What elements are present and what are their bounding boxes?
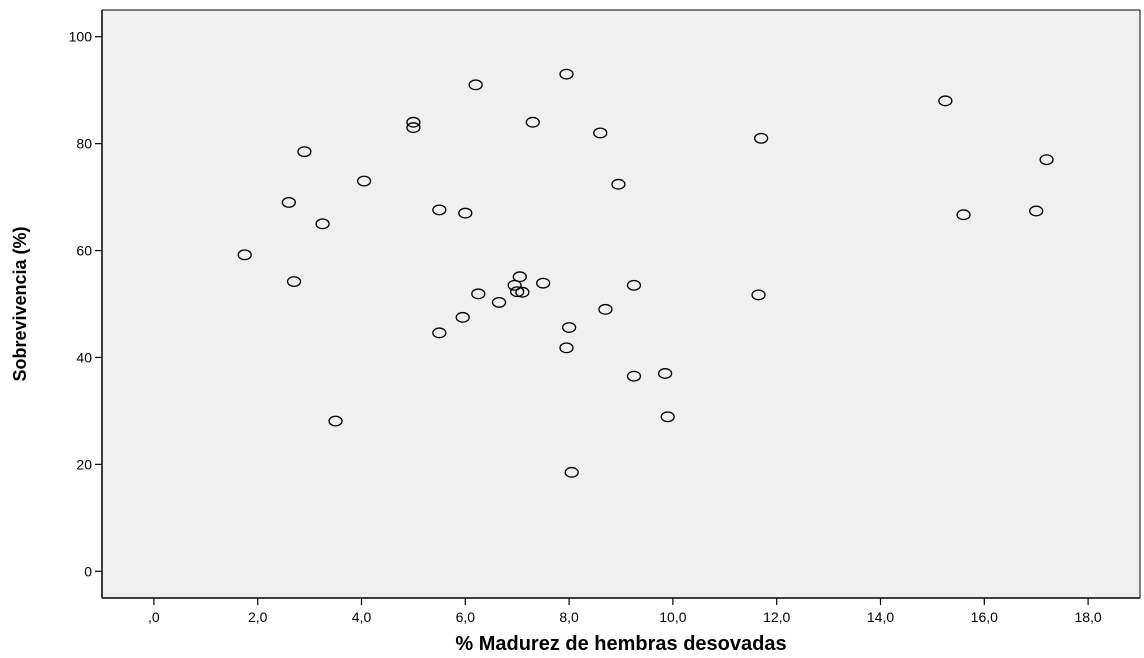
x-tick-label: 10,0: [659, 609, 686, 625]
y-tick-label: 0: [84, 563, 92, 579]
data-point: [626, 370, 642, 382]
y-tick-label: 80: [76, 136, 92, 152]
data-point: [1039, 154, 1054, 166]
data-point: [561, 322, 577, 333]
data-point: [515, 286, 530, 298]
y-axis-title: Sobrevivencia (%): [10, 226, 30, 381]
data-point: [281, 196, 296, 208]
x-tick-label: 12,0: [763, 609, 790, 625]
data-point: [510, 286, 525, 298]
data-point: [406, 122, 421, 134]
data-point: [406, 116, 421, 128]
y-tick-label: 20: [76, 456, 92, 472]
data-point: [660, 411, 675, 423]
data-point: [432, 327, 447, 339]
data-point: [491, 296, 507, 308]
data-point: [559, 342, 574, 354]
y-tick-label: 60: [76, 243, 92, 259]
plot-area: [102, 10, 1140, 598]
data-point: [593, 127, 608, 139]
data-point: [237, 249, 252, 261]
y-tick-label: 40: [76, 349, 92, 365]
x-tick-label: ,0: [148, 609, 160, 625]
data-point: [751, 289, 766, 301]
data-point: [536, 277, 551, 289]
x-tick-label: 8,0: [559, 609, 579, 625]
data-point: [328, 415, 343, 427]
data-point: [626, 279, 642, 291]
x-tick-label: 16,0: [971, 609, 998, 625]
data-point: [286, 276, 302, 287]
data-point: [598, 303, 613, 315]
data-point: [512, 271, 527, 283]
data-point: [468, 79, 483, 91]
data-point: [753, 132, 769, 144]
data-point: [956, 209, 971, 221]
x-tick-label: 14,0: [867, 609, 894, 625]
x-axis-title: % Madurez de hembras desovadas: [455, 633, 786, 655]
x-tick-label: 6,0: [456, 609, 476, 625]
data-point: [564, 466, 579, 478]
y-tick-label: 100: [69, 29, 93, 45]
data-points: [237, 68, 1054, 478]
data-point: [559, 68, 574, 80]
data-point: [455, 311, 470, 323]
x-tick-label: 2,0: [248, 609, 268, 625]
data-point: [611, 178, 626, 190]
data-point: [356, 175, 372, 187]
data-point: [1029, 205, 1044, 217]
data-point: [432, 204, 447, 216]
x-ticks: ,0 2,0 4,0 6,0 8,0 10,0 12,0 14,0 16,0 18,0: [148, 598, 1102, 625]
y-ticks: 0 20 40 60 80 100: [69, 29, 102, 579]
x-tick-label: 18,0: [1074, 609, 1101, 625]
data-point: [657, 368, 673, 379]
data-point: [525, 116, 540, 128]
data-point: [471, 288, 486, 300]
data-point: [938, 95, 953, 107]
data-point: [297, 146, 312, 158]
data-point: [458, 207, 473, 219]
x-tick-label: 4,0: [352, 609, 372, 625]
data-point: [315, 218, 330, 230]
